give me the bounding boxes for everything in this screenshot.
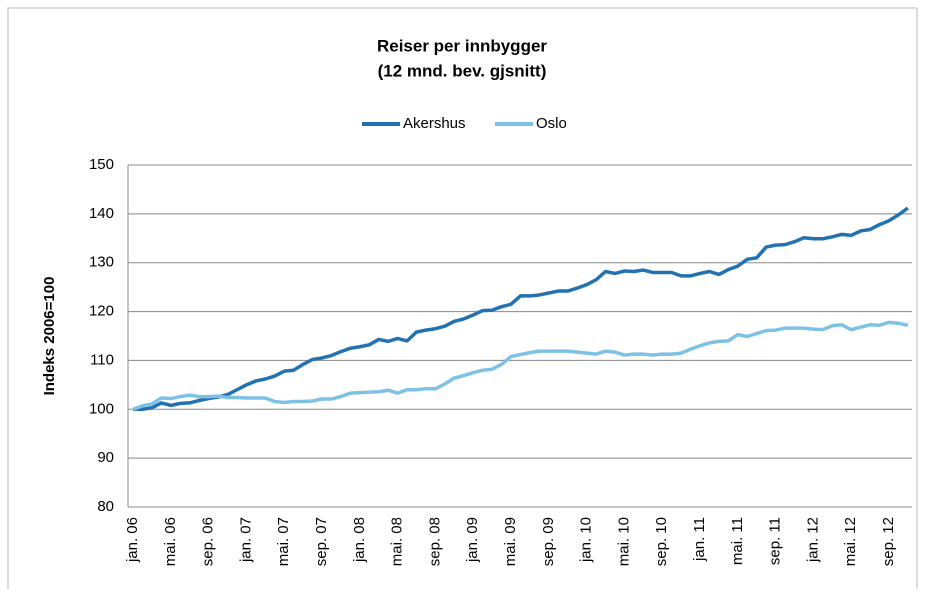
y-tick-label: 150 xyxy=(89,156,114,173)
x-tick-label: jan. 09 xyxy=(464,517,481,563)
x-tick-label: mai. 11 xyxy=(729,517,746,565)
x-tick-label: mai. 06 xyxy=(162,517,179,566)
legend-label: Akershus xyxy=(403,115,466,132)
x-tick-label: mai. 12 xyxy=(842,517,859,566)
y-tick-label: 100 xyxy=(89,400,114,417)
y-tick-label: 80 xyxy=(97,498,114,515)
y-tick-label: 140 xyxy=(89,205,114,222)
x-tick-label: sep. 07 xyxy=(313,517,330,566)
x-tick-label: sep. 08 xyxy=(426,517,443,566)
x-tick-label: mai. 10 xyxy=(615,517,632,566)
data-line xyxy=(132,320,909,411)
x-tick-label: sep. 10 xyxy=(653,517,670,566)
y-axis-title: Indeks 2006=100 xyxy=(41,277,58,396)
y-tick-label: 120 xyxy=(89,303,114,320)
x-tick-label: sep. 12 xyxy=(880,517,897,566)
x-tick-label: mai. 07 xyxy=(275,517,292,566)
x-tick-label: jan. 07 xyxy=(237,517,254,563)
x-tick-label: jan. 06 xyxy=(124,517,141,563)
y-tick-label: 130 xyxy=(89,254,114,271)
x-tick-label: jan. 08 xyxy=(351,517,368,563)
legend-label: Oslo xyxy=(536,115,567,132)
y-tick-label: 110 xyxy=(90,351,114,368)
y-tick-label: 90 xyxy=(97,449,114,466)
x-tick-label: mai. 08 xyxy=(389,517,406,566)
x-tick-label: jan. 12 xyxy=(804,517,821,563)
chart-title: Reiser per innbygger xyxy=(377,36,547,55)
x-tick-label: jan. 11 xyxy=(691,517,708,562)
x-tick-label: sep. 06 xyxy=(200,517,217,566)
x-tick-label: sep. 11 xyxy=(767,517,784,565)
x-tick-label: mai. 09 xyxy=(502,517,519,566)
chart-frame xyxy=(7,7,918,594)
chart-subtitle: (12 mnd. bev. gjsnitt) xyxy=(378,61,547,80)
data-line xyxy=(133,206,909,412)
x-tick-label: jan. 10 xyxy=(578,517,595,563)
x-tick-label: sep. 09 xyxy=(540,517,557,566)
